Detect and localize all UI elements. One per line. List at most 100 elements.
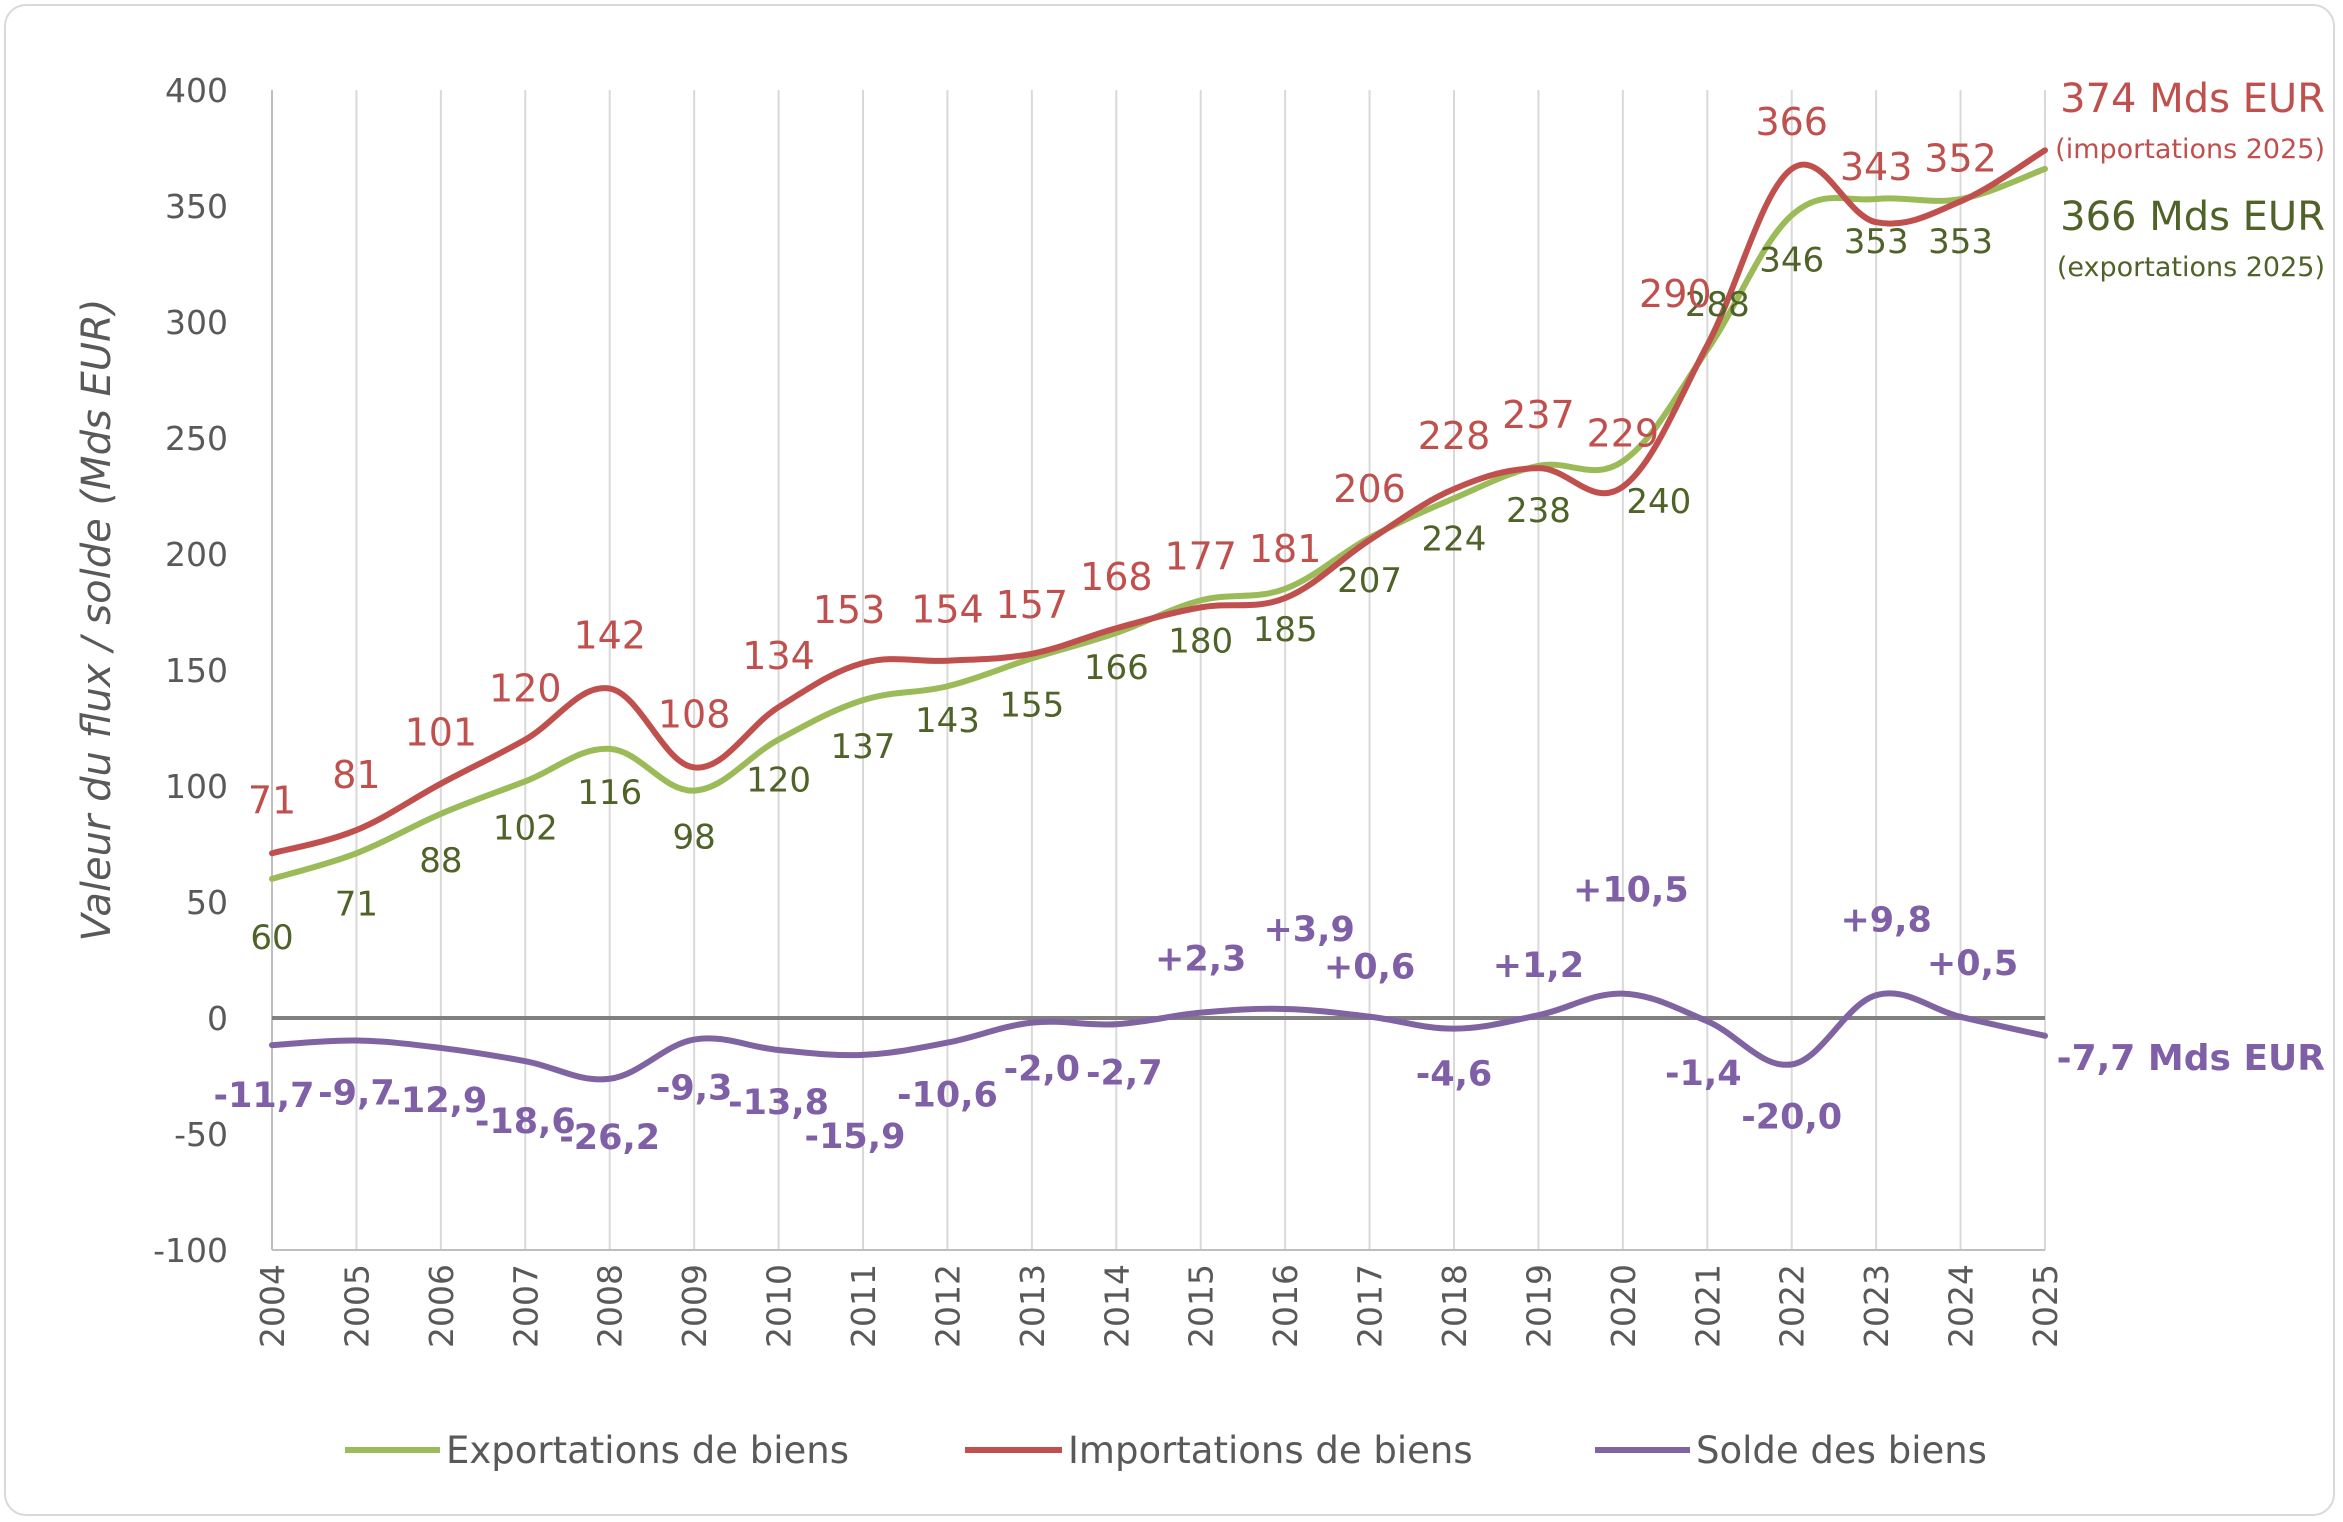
data-label-balance-2019: +1,2 bbox=[1493, 946, 1584, 986]
y-tick-label: 150 bbox=[165, 651, 228, 690]
data-label-exports-2011: 137 bbox=[831, 727, 896, 767]
x-tick-label: 2006 bbox=[422, 1264, 461, 1348]
y-tick-label: 100 bbox=[165, 767, 228, 806]
data-label-exports-2004: 60 bbox=[250, 918, 293, 958]
chart-frame bbox=[4, 4, 2335, 1516]
data-label-imports-2020: 229 bbox=[1587, 412, 1660, 456]
x-tick-label: 2005 bbox=[337, 1264, 376, 1348]
data-label-imports-2017: 206 bbox=[1333, 467, 1406, 511]
data-label-balance-2022: -20,0 bbox=[1741, 1097, 1842, 1137]
x-tick-label: 2018 bbox=[1435, 1264, 1474, 1348]
data-label-balance-2014: -2,7 bbox=[1086, 1053, 1163, 1093]
data-label-imports-2012: 154 bbox=[911, 588, 984, 632]
data-label-balance-2004: -11,7 bbox=[214, 1076, 315, 1116]
data-label-balance-2009: -9,3 bbox=[656, 1069, 733, 1109]
series-line-exports bbox=[269, 165, 2048, 882]
data-label-balance-2011: -15,9 bbox=[805, 1117, 906, 1157]
data-label-imports-2019: 237 bbox=[1502, 393, 1575, 437]
data-label-exports-2013: 155 bbox=[999, 685, 1064, 725]
x-tick-label: 2013 bbox=[1013, 1264, 1052, 1348]
data-label-imports-2014: 168 bbox=[1080, 555, 1153, 599]
data-label-balance-2015: +2,3 bbox=[1155, 940, 1246, 980]
x-tick-label: 2021 bbox=[1688, 1264, 1727, 1348]
data-labels: 60 71 -11,7 71 81 -9,7 88 101 -12,9 102 120 -18,6 11… bbox=[214, 100, 2019, 1158]
data-label-imports-2007: 120 bbox=[489, 667, 562, 711]
legend-label-balance: Solde des biens bbox=[1696, 1429, 1987, 1472]
series-line-balance bbox=[269, 990, 2048, 1083]
data-label-balance-2016: +3,9 bbox=[1263, 910, 1354, 950]
y-tick-label: 0 bbox=[207, 999, 228, 1038]
data-label-balance-2018: -4,6 bbox=[1416, 1055, 1493, 1095]
data-label-imports-2011: 153 bbox=[813, 588, 886, 632]
data-label-balance-2008: -26,2 bbox=[559, 1118, 660, 1158]
data-label-exports-2005: 71 bbox=[335, 884, 378, 924]
x-tick-label: 2004 bbox=[253, 1264, 292, 1348]
x-tick-label: 2025 bbox=[2026, 1264, 2065, 1348]
x-tick-label: 2011 bbox=[844, 1264, 883, 1348]
data-label-exports-2006: 88 bbox=[419, 841, 462, 881]
data-label-imports-2024: 352 bbox=[1924, 136, 1997, 180]
data-label-balance-2020: +10,5 bbox=[1573, 871, 1689, 911]
x-tick-label: 2016 bbox=[1266, 1264, 1305, 1348]
y-tick-label: -100 bbox=[153, 1231, 228, 1270]
data-label-imports-2013: 157 bbox=[996, 583, 1069, 627]
x-tick-label: 2009 bbox=[675, 1264, 714, 1348]
y-tick-label: -50 bbox=[174, 1115, 228, 1154]
data-label-imports-2010: 134 bbox=[742, 634, 815, 678]
data-label-exports-2020: 240 bbox=[1626, 482, 1691, 522]
data-label-exports-2019: 238 bbox=[1506, 491, 1571, 531]
legend-label-imports: Importations de biens bbox=[1068, 1429, 1473, 1472]
data-label-balance-2006: -12,9 bbox=[386, 1081, 487, 1121]
exports-2025-note: (exportations 2025) bbox=[2057, 252, 2325, 283]
data-label-imports-2004: 71 bbox=[248, 778, 296, 822]
x-tick-label: 2020 bbox=[1604, 1264, 1643, 1348]
x-tick-label: 2015 bbox=[1182, 1264, 1221, 1348]
imports-2025-value: 374 Mds EUR bbox=[2060, 76, 2325, 122]
data-label-balance-2023: +9,8 bbox=[1840, 900, 1931, 940]
data-label-imports-2005: 81 bbox=[332, 753, 380, 797]
series-lines bbox=[269, 147, 2048, 1083]
x-tick-label: 2024 bbox=[1942, 1264, 1981, 1348]
x-tick-label: 2007 bbox=[506, 1264, 545, 1348]
data-label-exports-2017: 207 bbox=[1337, 561, 1402, 601]
data-label-balance-2005: -9,7 bbox=[318, 1074, 395, 1114]
data-label-imports-2022: 366 bbox=[1755, 100, 1828, 144]
data-label-exports-2023: 353 bbox=[1844, 222, 1909, 262]
x-tick-label: 2014 bbox=[1097, 1264, 1136, 1348]
data-label-imports-2016: 181 bbox=[1249, 527, 1322, 571]
data-label-exports-2014: 166 bbox=[1084, 648, 1149, 688]
x-tick-label: 2012 bbox=[928, 1264, 967, 1348]
data-label-exports-2009: 98 bbox=[673, 818, 716, 858]
y-tick-label: 250 bbox=[165, 419, 228, 458]
data-label-imports-2023: 343 bbox=[1840, 145, 1913, 189]
data-label-balance-2010: -13,8 bbox=[728, 1083, 829, 1123]
series-line-imports bbox=[269, 147, 2048, 857]
x-tick-label: 2008 bbox=[591, 1264, 630, 1348]
x-tick-label: 2022 bbox=[1773, 1264, 1812, 1348]
x-tick-label: 2019 bbox=[1519, 1264, 1558, 1348]
data-label-exports-2010: 120 bbox=[746, 761, 811, 801]
legend: Exportations de biens Importations de bi… bbox=[345, 1429, 1987, 1472]
data-label-balance-2017: +0,6 bbox=[1324, 948, 1415, 988]
legend-label-exports: Exportations de biens bbox=[446, 1429, 849, 1472]
data-label-exports-2022: 346 bbox=[1759, 240, 1824, 280]
data-label-imports-2009: 108 bbox=[658, 692, 731, 736]
data-label-exports-2012: 143 bbox=[915, 701, 980, 741]
data-label-imports-2006: 101 bbox=[405, 711, 478, 755]
y-tick-label: 200 bbox=[165, 535, 228, 574]
data-label-balance-2013: -2,0 bbox=[1004, 1050, 1081, 1090]
y-axis-title: Valeur du flux / solde (Mds EUR) bbox=[74, 299, 120, 942]
data-label-exports-2018: 224 bbox=[1422, 519, 1487, 559]
y-tick-label: 400 bbox=[165, 71, 228, 110]
data-label-imports-2021: 290 bbox=[1639, 272, 1712, 316]
exports-2025-value: 366 Mds EUR bbox=[2060, 194, 2325, 240]
y-tick-label: 300 bbox=[165, 303, 228, 342]
data-label-balance-2021: -1,4 bbox=[1665, 1054, 1742, 1094]
data-label-imports-2015: 177 bbox=[1164, 534, 1237, 578]
balance-2025-value: -7,7 Mds EUR bbox=[2057, 1038, 2325, 1079]
data-label-imports-2008: 142 bbox=[573, 614, 646, 658]
data-label-imports-2018: 228 bbox=[1418, 414, 1491, 458]
data-label-balance-2024: +0,5 bbox=[1927, 944, 2018, 984]
data-label-exports-2024: 353 bbox=[1928, 222, 1993, 262]
